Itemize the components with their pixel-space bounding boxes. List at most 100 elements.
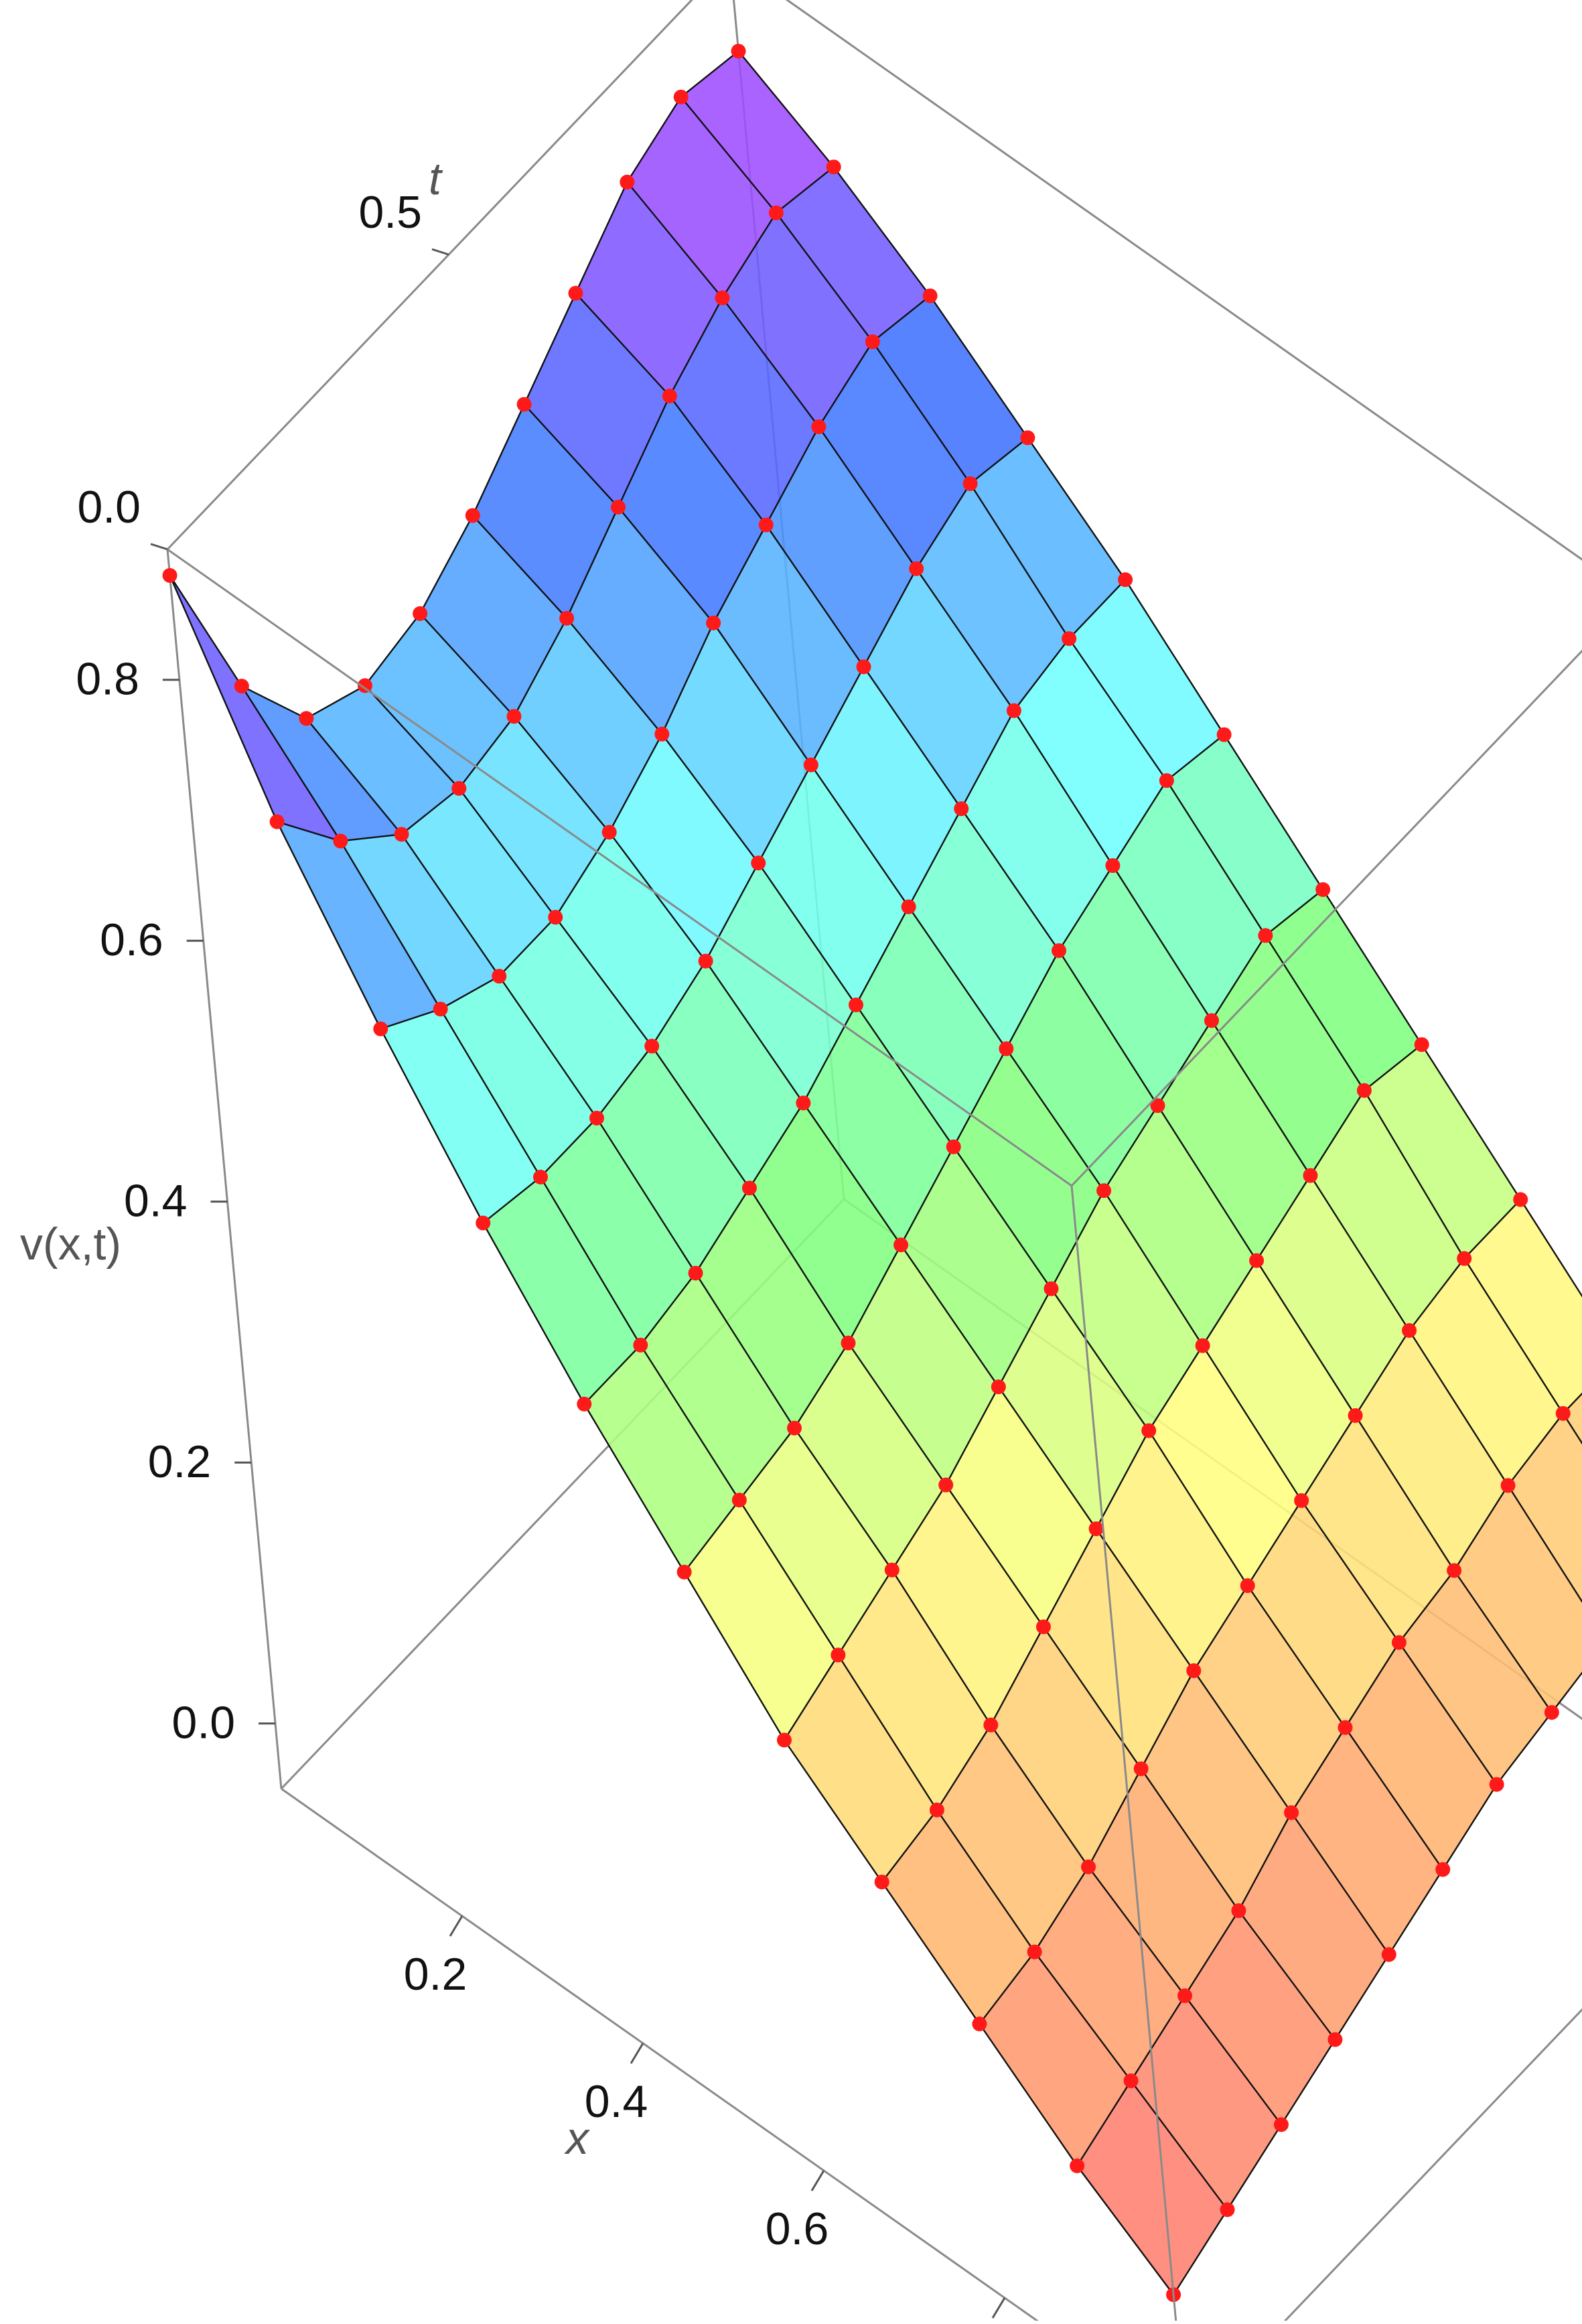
sample-point	[1447, 1563, 1462, 1578]
t-tick-label: 0.5	[358, 187, 422, 238]
sample-point	[234, 679, 249, 694]
sample-point	[954, 801, 969, 817]
sample-point	[1088, 1521, 1104, 1536]
sample-point	[1052, 943, 1066, 958]
sample-point	[999, 1041, 1014, 1056]
sample-point	[269, 814, 285, 829]
sample-point	[1220, 2202, 1235, 2217]
box-edge-3	[785, 0, 1582, 561]
sample-point	[568, 285, 583, 301]
sample-point	[688, 1266, 703, 1281]
sample-point	[1258, 928, 1273, 943]
sample-point	[901, 899, 916, 914]
sample-point	[849, 998, 863, 1012]
sample-point	[856, 659, 871, 675]
sample-point	[1500, 1478, 1516, 1493]
t-axis-title: t	[429, 153, 443, 204]
sample-point	[1356, 1083, 1372, 1098]
t-tick	[150, 543, 168, 551]
sample-point	[841, 1335, 856, 1351]
sample-point	[1006, 703, 1021, 718]
sample-point	[394, 827, 409, 842]
sample-point	[796, 1095, 811, 1111]
box-edge-9	[1070, 1185, 1177, 2324]
bounding-box-front	[167, 548, 1582, 2324]
sample-point	[929, 1802, 944, 1818]
box-edge-0	[281, 1787, 1044, 2324]
sample-point	[162, 567, 177, 583]
sample-point	[731, 1493, 747, 1508]
sample-point	[983, 1717, 999, 1732]
sample-point	[633, 1337, 648, 1353]
sample-point	[1141, 1423, 1157, 1438]
z-axis-title: v(x,t)	[20, 1219, 121, 1270]
sample-point	[922, 288, 938, 303]
sample-point	[1081, 1859, 1096, 1874]
sample-point	[776, 1732, 792, 1748]
surface-patch	[1563, 1393, 1582, 1444]
sample-point	[1118, 572, 1133, 588]
sample-point	[662, 389, 677, 404]
sample-point	[1284, 1805, 1299, 1820]
sample-point	[1544, 1705, 1559, 1720]
sample-point	[1027, 1944, 1042, 1960]
sample-points	[162, 44, 1571, 2303]
z-tick-label: 0.0	[172, 1698, 236, 1749]
x-tick-label: 0.6	[766, 2203, 829, 2254]
sample-point	[516, 397, 532, 412]
sample-point	[620, 174, 635, 190]
sample-point	[1489, 1777, 1504, 1792]
sample-point	[1062, 631, 1077, 646]
sample-point	[1249, 1253, 1265, 1268]
sample-point	[972, 2017, 987, 2032]
sample-point	[741, 1180, 757, 1196]
sample-point	[1391, 1635, 1407, 1650]
sample-point	[589, 1111, 604, 1125]
sample-point	[884, 1562, 900, 1578]
sample-point	[611, 500, 626, 515]
sample-point	[1159, 773, 1174, 789]
sample-point	[1133, 1761, 1149, 1777]
sample-point	[1044, 1281, 1059, 1296]
sample-point	[803, 757, 818, 772]
sample-point	[787, 1420, 802, 1436]
sample-point	[1150, 1098, 1165, 1113]
sample-point	[909, 561, 924, 576]
box-edge-5	[1281, 2008, 1582, 2324]
sample-point	[826, 159, 841, 175]
sample-point	[333, 833, 348, 849]
sample-point	[673, 89, 689, 105]
sample-point	[299, 711, 314, 726]
sample-point	[1513, 1192, 1528, 1207]
x-tick-label: 0.4	[585, 2076, 648, 2127]
x-tick	[991, 2297, 1006, 2319]
sample-point	[548, 910, 563, 925]
z-tick-label: 0.6	[100, 914, 163, 965]
sample-point	[831, 1647, 846, 1663]
sample-point	[1240, 1578, 1255, 1593]
sample-point	[698, 953, 713, 969]
sample-point	[1348, 1408, 1363, 1423]
x-tick	[630, 2043, 644, 2064]
sample-point	[1020, 430, 1035, 446]
sample-point	[1123, 2073, 1139, 2088]
sample-point	[476, 1215, 491, 1231]
sample-point	[1303, 1168, 1318, 1183]
sample-point	[1186, 1663, 1202, 1678]
sample-point	[731, 44, 746, 59]
t-tick	[431, 248, 449, 256]
sample-point	[506, 709, 522, 724]
box-edge-2	[167, 548, 1072, 1187]
x-axis-title: x	[564, 2113, 590, 2164]
sample-point	[533, 1170, 548, 1184]
box-edge-7	[1070, 649, 1582, 1187]
sample-point	[357, 678, 372, 693]
z-tick-label: 0.4	[124, 1176, 188, 1227]
sample-point	[1231, 1903, 1246, 1919]
sample-point	[1381, 1947, 1396, 1962]
sample-point	[1338, 1720, 1353, 1735]
z-tick-label: 0.2	[148, 1436, 212, 1487]
sample-point	[601, 825, 617, 840]
